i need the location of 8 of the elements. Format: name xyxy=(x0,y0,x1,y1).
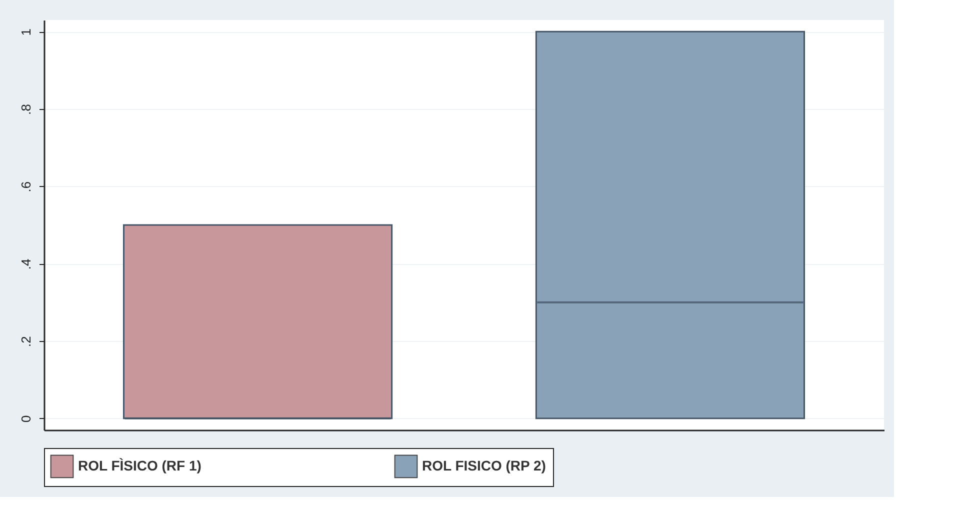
y-tick-label: 1 xyxy=(18,28,34,36)
y-tick-label: .8 xyxy=(18,104,34,115)
y-tick-label: .2 xyxy=(18,336,34,347)
y-tick-label: .6 xyxy=(18,181,34,192)
y-tick-label: 0 xyxy=(18,415,34,423)
legend-label: ROL FÌSICO (RF 1) xyxy=(78,457,202,474)
legend-label: ROL FISICO (RP 2) xyxy=(422,457,546,474)
y-tick-label: .4 xyxy=(18,258,34,270)
